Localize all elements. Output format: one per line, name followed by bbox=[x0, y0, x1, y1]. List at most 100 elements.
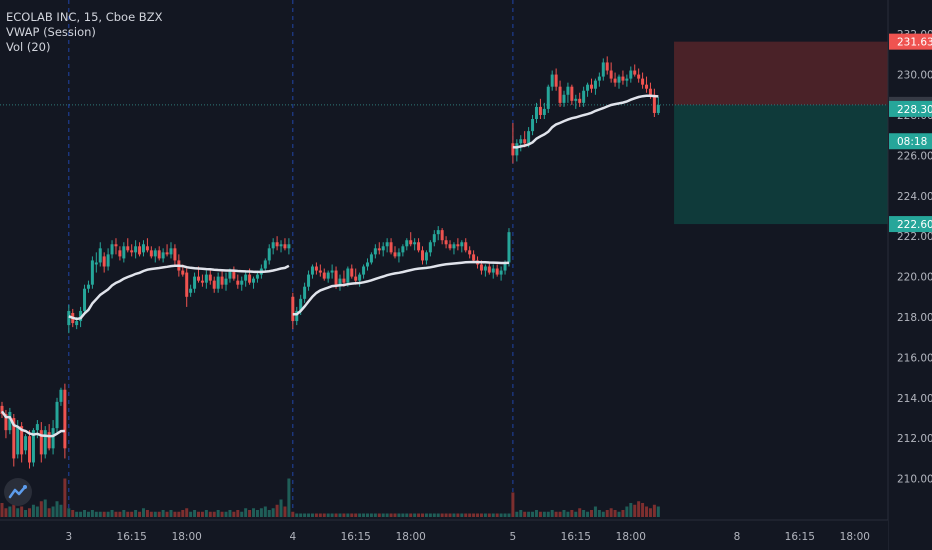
candle-body bbox=[12, 418, 16, 459]
legend-vol: Vol (20) bbox=[6, 40, 51, 54]
target-zone bbox=[674, 104, 888, 225]
volume-bar bbox=[507, 513, 511, 517]
candle-body bbox=[145, 246, 149, 251]
vwap-segment bbox=[512, 94, 659, 149]
candle-body bbox=[515, 143, 519, 156]
volume-bar bbox=[652, 504, 656, 517]
candle-body bbox=[299, 298, 303, 311]
volume-bar bbox=[63, 478, 67, 517]
candle-body bbox=[275, 242, 279, 247]
volume-bar bbox=[645, 506, 649, 517]
volume-bar bbox=[295, 513, 299, 517]
candle-body bbox=[385, 242, 389, 247]
volume-bar bbox=[189, 511, 193, 517]
price-label: 228.30 bbox=[897, 104, 932, 116]
candle-body bbox=[83, 288, 87, 311]
volume-bar bbox=[98, 511, 102, 517]
candle-body bbox=[531, 119, 535, 132]
candle-body bbox=[161, 252, 165, 259]
volume-bar bbox=[228, 510, 232, 517]
candle-body bbox=[468, 250, 472, 255]
volume-bar bbox=[114, 511, 118, 517]
candle-body bbox=[110, 244, 114, 255]
candle-body bbox=[310, 266, 314, 275]
volume-bar bbox=[613, 510, 617, 517]
tradingview-logo[interactable] bbox=[4, 478, 32, 506]
candle-body bbox=[0, 405, 4, 414]
volume-bar bbox=[534, 510, 538, 517]
volume-bar bbox=[421, 513, 425, 517]
candle-body bbox=[114, 244, 118, 247]
volume-bar bbox=[165, 511, 169, 517]
candle-body bbox=[542, 108, 546, 115]
volume-bar bbox=[625, 506, 629, 517]
candle-body bbox=[122, 246, 126, 259]
candle-body bbox=[86, 284, 90, 289]
volume-bar bbox=[326, 513, 330, 517]
volume-bar bbox=[346, 513, 350, 517]
candle-body bbox=[232, 270, 236, 279]
volume-bar bbox=[271, 508, 275, 517]
time-tick-label: 16:15 bbox=[117, 531, 147, 543]
volume-bar bbox=[590, 510, 593, 517]
volume-bar bbox=[141, 508, 145, 517]
volume-bar bbox=[248, 510, 252, 517]
candle-body bbox=[59, 389, 63, 402]
volume-bar bbox=[593, 506, 597, 517]
candle-body bbox=[413, 242, 417, 245]
candle-body bbox=[428, 242, 432, 253]
volume-bar bbox=[464, 513, 468, 517]
volume-bar bbox=[134, 510, 138, 517]
volume-bars bbox=[0, 478, 660, 517]
candle-body bbox=[244, 274, 248, 281]
volume-bar bbox=[181, 510, 185, 517]
volume-bar bbox=[460, 513, 464, 517]
candle-body bbox=[354, 276, 358, 281]
volume-bar bbox=[259, 508, 263, 517]
candle-body bbox=[562, 94, 566, 103]
volume-bar bbox=[452, 513, 456, 517]
candle-body bbox=[20, 426, 24, 455]
volume-bar bbox=[193, 510, 197, 517]
candle-body bbox=[212, 280, 216, 289]
candle-body bbox=[271, 242, 275, 249]
candle-body bbox=[436, 230, 440, 235]
time-axis[interactable]: 3 16:15 18:00 4 16:15 18:00 5 16:15 18:00 8 16:15 1… bbox=[0, 519, 888, 550]
candle-body bbox=[424, 252, 428, 261]
volume-bar bbox=[8, 506, 12, 517]
candle-body bbox=[255, 274, 259, 279]
time-tick-label: 18:00 bbox=[396, 531, 426, 543]
volume-bar bbox=[648, 508, 652, 517]
volume-bar bbox=[71, 510, 75, 517]
time-tick-label: 16:15 bbox=[341, 531, 371, 543]
price-axis[interactable]: 210.00 212.00 214.00 216.00 218.00 220.00 222.… bbox=[887, 0, 932, 550]
time-tick-label: 4 bbox=[289, 531, 296, 543]
volume-bar bbox=[495, 513, 499, 517]
candle-body bbox=[487, 266, 491, 273]
volume-bar bbox=[307, 513, 311, 517]
candle-body bbox=[440, 230, 444, 241]
candle-body bbox=[157, 250, 161, 259]
candle-body bbox=[393, 252, 397, 257]
candle-body bbox=[503, 262, 507, 271]
candle-body bbox=[67, 310, 71, 326]
candle-body bbox=[350, 268, 354, 277]
volume-bar bbox=[31, 504, 35, 517]
legend-vwap: VWAP (Session) bbox=[6, 25, 96, 39]
candle-body bbox=[417, 242, 421, 251]
candle-body bbox=[141, 244, 145, 253]
candle-body bbox=[181, 270, 185, 275]
candle-body bbox=[369, 254, 373, 263]
candle-body bbox=[94, 262, 98, 265]
volume-bar bbox=[130, 511, 134, 517]
volume-bar bbox=[310, 513, 314, 517]
time-tick-label: 16:15 bbox=[561, 531, 591, 543]
volume-bar bbox=[110, 510, 114, 517]
volume-bar bbox=[157, 511, 161, 517]
volume-bar bbox=[318, 513, 322, 517]
volume-bar bbox=[173, 511, 177, 517]
volume-bar bbox=[51, 506, 55, 517]
candle-body bbox=[318, 270, 322, 273]
volume-bar bbox=[550, 510, 554, 517]
